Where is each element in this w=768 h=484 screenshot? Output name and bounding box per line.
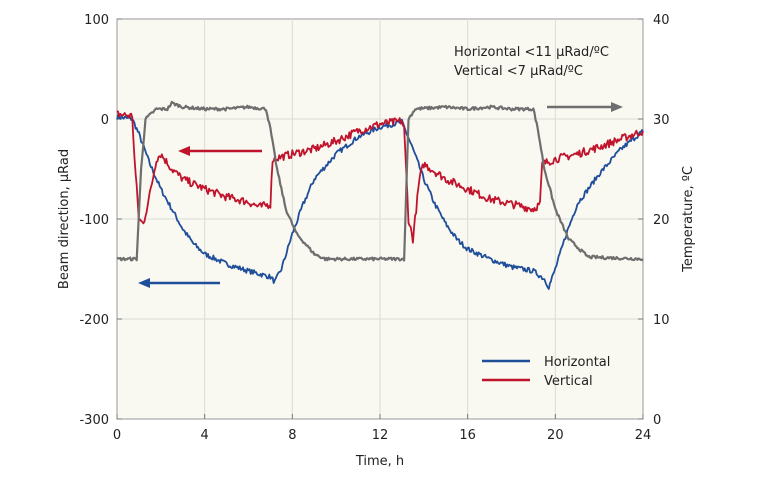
y2-axis-label: Temperature, ºC [681, 166, 696, 273]
ticks: 0 4 8 12 16 20 24 -300 -200 -100 0 100 0 10 20 30 40 [79, 13, 669, 443]
y2-tick-label: 30 [653, 113, 670, 128]
series-line-temperature [116, 100, 644, 262]
y2-tick-label: 20 [653, 213, 670, 228]
grid [117, 19, 643, 419]
series-line-horizontal [116, 114, 644, 290]
y2-tick-label: 0 [653, 413, 661, 428]
y2-tick-label: 40 [653, 13, 670, 28]
y2-tick-label: 10 [653, 313, 670, 328]
y-axis-label: Beam direction, µRad [57, 149, 72, 289]
x-tick-label: 12 [372, 428, 389, 443]
arrows [138, 102, 623, 288]
legend-label-vertical: Vertical [544, 374, 593, 389]
y-tick-label: -300 [79, 413, 109, 428]
legend: Horizontal Vertical [482, 355, 610, 389]
horizontal-arrowhead [138, 278, 150, 288]
vertical-arrowhead [178, 146, 190, 156]
x-tick-label: 4 [201, 428, 209, 443]
x-tick-label: 24 [635, 428, 652, 443]
x-tick-label: 20 [547, 428, 564, 443]
y-tick-label: 100 [84, 13, 109, 28]
x-tick-label: 16 [459, 428, 476, 443]
y-tick-label: -200 [79, 313, 109, 328]
x-tick-label: 0 [113, 428, 121, 443]
legend-label-horizontal: Horizontal [544, 355, 610, 370]
y-tick-label: 0 [101, 113, 109, 128]
x-tick-label: 8 [288, 428, 296, 443]
x-axis-label: Time, h [355, 454, 404, 469]
series-line-vertical [116, 110, 644, 244]
annotation-vertical: Vertical <7 µRad/ºC [454, 64, 583, 79]
series-lines [116, 100, 644, 290]
temperature-arrowhead [611, 102, 623, 112]
y-tick-label: -100 [79, 213, 109, 228]
annotation-horizontal: Horizontal <11 µRad/ºC [454, 45, 609, 60]
